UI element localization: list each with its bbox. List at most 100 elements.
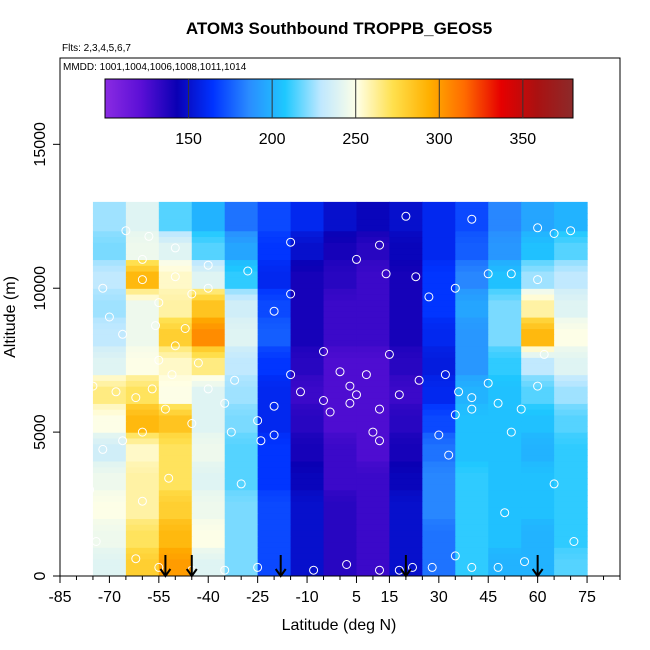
- heatmap-cell: [257, 524, 292, 531]
- heatmap-cell: [224, 247, 259, 255]
- heatmap-cell: [422, 368, 456, 376]
- heatmap-cell: [488, 460, 522, 468]
- heatmap-cell: [290, 414, 325, 422]
- heatmap-cell: [257, 529, 292, 537]
- heatmap-cell: [422, 207, 456, 214]
- heatmap-cell: [191, 322, 226, 330]
- heatmap-cell: [422, 282, 456, 289]
- heatmap-cell: [323, 432, 358, 439]
- sample-point: [256, 436, 266, 446]
- heatmap-cell: [488, 455, 522, 462]
- sample-point: [85, 485, 95, 495]
- x-axis: -85 -70 -55 -40 -25 -10 5 15 30 45 60 75: [48, 576, 621, 606]
- heatmap-cell: [191, 242, 226, 249]
- heatmap-cell: [323, 386, 358, 393]
- heatmap-cell: [125, 547, 160, 554]
- heatmap-cell: [125, 299, 160, 307]
- heatmap-cell: [290, 270, 325, 278]
- heatmap-cell: [356, 305, 391, 312]
- heatmap-cell: [290, 512, 325, 520]
- heatmap-cell: [191, 328, 226, 335]
- heatmap-cell: [158, 276, 193, 284]
- heatmap-cell: [92, 535, 127, 543]
- heatmap-cell: [554, 558, 588, 566]
- heatmap-cell: [356, 409, 391, 416]
- sample-point: [450, 283, 460, 293]
- heatmap-cell: [257, 518, 292, 525]
- heatmap-cell: [389, 253, 423, 261]
- heatmap-cell: [389, 247, 423, 255]
- heatmap-cell: [356, 501, 391, 508]
- heatmap-cell: [290, 524, 325, 531]
- heatmap-cell: [224, 391, 259, 399]
- heatmap-cell: [257, 236, 292, 243]
- heatmap-cell: [455, 293, 489, 301]
- heatmap-cell: [92, 420, 127, 427]
- heatmap-cell: [422, 334, 456, 341]
- y-axis: 0 5000 10000 15000: [32, 122, 60, 580]
- heatmap-cell: [323, 414, 358, 422]
- heatmap-cell: [455, 224, 489, 232]
- heatmap-cell: [323, 547, 358, 554]
- heatmap-cell: [191, 380, 226, 387]
- sample-point: [253, 416, 263, 426]
- y-axis-label: Altitude (m): [2, 276, 19, 358]
- heatmap-cell: [158, 489, 193, 497]
- heatmap-cell: [158, 259, 193, 266]
- heatmap-cell: [290, 558, 325, 566]
- heatmap-cell: [125, 570, 160, 576]
- heatmap-cell: [389, 230, 423, 238]
- heatmap-cell: [488, 351, 522, 358]
- heatmap-cell: [521, 374, 555, 381]
- heatmap-cell: [488, 529, 522, 537]
- heatmap-cell: [455, 253, 489, 261]
- sample-point: [98, 444, 108, 454]
- heatmap-cell: [389, 219, 423, 226]
- heatmap-cell: [389, 357, 423, 364]
- heatmap-cell: [158, 449, 193, 456]
- sample-point: [91, 537, 101, 546]
- heatmap-cell: [191, 403, 226, 410]
- heatmap-cell: [92, 570, 127, 576]
- heatmap-cell: [290, 363, 325, 370]
- heatmap-cell: [521, 518, 555, 525]
- heatmap-cell: [455, 506, 489, 514]
- heatmap-cell: [323, 270, 358, 278]
- heatmap-cell: [224, 259, 259, 266]
- heatmap-cell: [356, 299, 391, 307]
- heatmap-cell: [521, 253, 555, 261]
- heatmap-cell: [257, 288, 292, 295]
- heatmap-cell: [455, 478, 489, 485]
- x-tick-label: -85: [48, 589, 71, 606]
- heatmap-cell: [224, 535, 259, 543]
- heatmap-cell: [356, 253, 391, 261]
- heatmap-cell: [257, 305, 292, 312]
- heatmap-cell: [125, 512, 160, 520]
- sample-point: [500, 508, 510, 518]
- heatmap-cell: [257, 345, 292, 353]
- heatmap-cell: [191, 311, 226, 318]
- colorbar-tick-label: 150: [175, 131, 202, 148]
- heatmap-cell: [554, 449, 588, 456]
- sample-point: [450, 410, 460, 420]
- heatmap-cell: [158, 201, 193, 209]
- heatmap-cell: [191, 449, 226, 456]
- heatmap-cell: [488, 570, 522, 576]
- heatmap-cell: [455, 311, 489, 318]
- heatmap-cell: [389, 437, 423, 445]
- heatmap-cell: [290, 426, 325, 433]
- heatmap-cell: [521, 317, 555, 324]
- heatmap-cell: [92, 547, 127, 554]
- heatmap-cell: [389, 483, 423, 491]
- heatmap-cell: [356, 288, 391, 295]
- heatmap-cell: [455, 432, 489, 439]
- heatmap-cell: [422, 363, 456, 370]
- heatmap-cell: [257, 207, 292, 214]
- heatmap-cell: [257, 247, 292, 255]
- heatmap-cell: [521, 259, 555, 266]
- heatmap-cell: [389, 328, 423, 335]
- heatmap-cell: [521, 242, 555, 249]
- heatmap-cell: [389, 293, 423, 301]
- heatmap-cell: [488, 259, 522, 266]
- heatmap-cell: [422, 305, 456, 312]
